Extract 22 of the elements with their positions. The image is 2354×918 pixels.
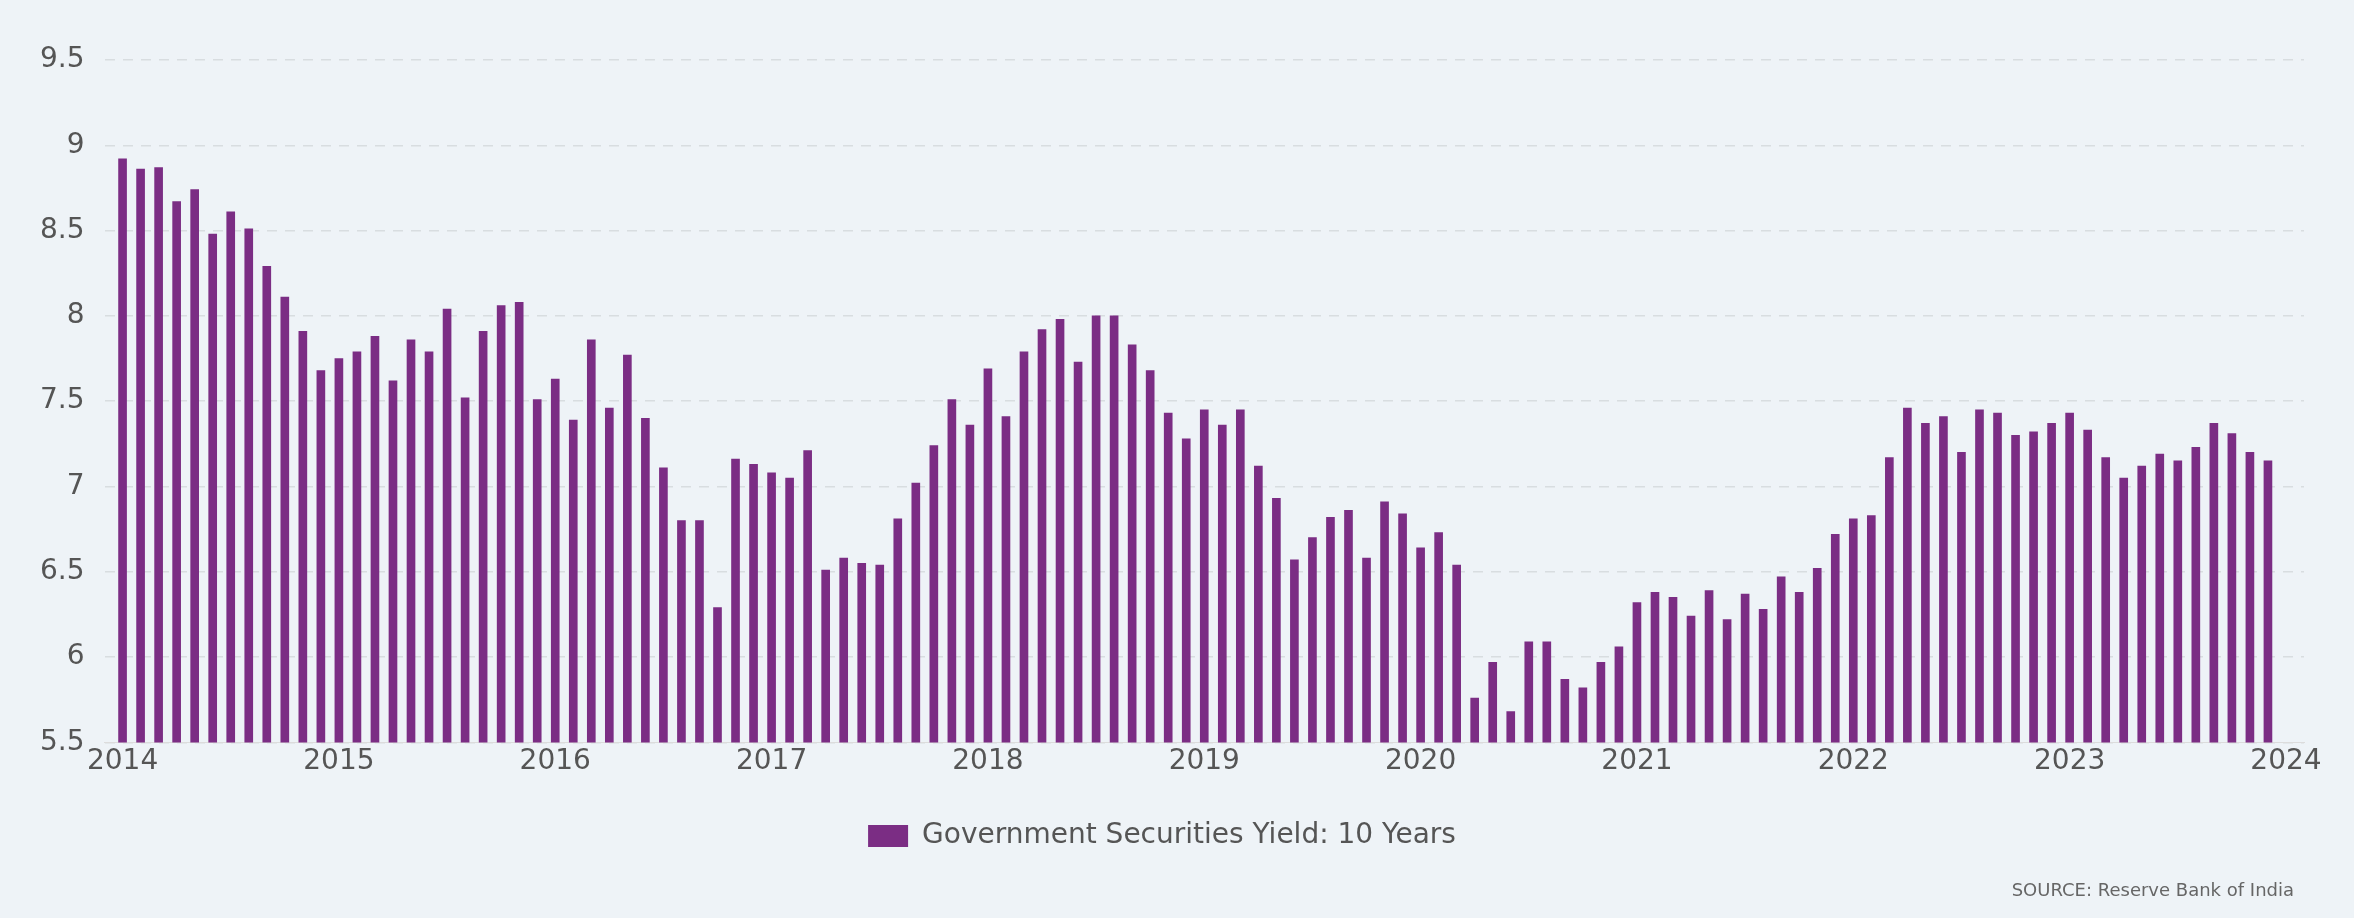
y-tick-label: 8.5 bbox=[40, 211, 85, 245]
x-tick-label: 2021 bbox=[1601, 743, 1673, 777]
x-tick-label: 2017 bbox=[735, 743, 808, 777]
x-tick-label: 2022 bbox=[1817, 743, 1889, 777]
y-tick-label: 7 bbox=[66, 467, 85, 501]
y-tick-label: 6 bbox=[66, 638, 85, 672]
x-tick-label: 2020 bbox=[1384, 743, 1457, 777]
y-tick-label: 6.5 bbox=[40, 553, 85, 587]
x-tick-label: 2016 bbox=[519, 743, 591, 777]
x-tick-label: 2014 bbox=[86, 743, 159, 777]
y-tick-label: 5.5 bbox=[40, 723, 85, 757]
y-tick-label: 8 bbox=[66, 297, 85, 331]
y-tick-label: 9.5 bbox=[40, 41, 85, 75]
y-tick-label: 9 bbox=[66, 126, 85, 160]
x-tick-label: 2018 bbox=[952, 743, 1024, 777]
legend-label: Government Securities Yield: 10 Years bbox=[922, 817, 1456, 851]
x-tick-label: 2015 bbox=[303, 743, 375, 777]
y-tick-label: 7.5 bbox=[40, 382, 85, 416]
x-tick-label: 2023 bbox=[2034, 743, 2106, 777]
x-tick-label: 2019 bbox=[1168, 743, 1240, 777]
source-note: SOURCE: Reserve Bank of India bbox=[2011, 879, 2294, 900]
x-tick-label: 2024 bbox=[2250, 743, 2322, 777]
